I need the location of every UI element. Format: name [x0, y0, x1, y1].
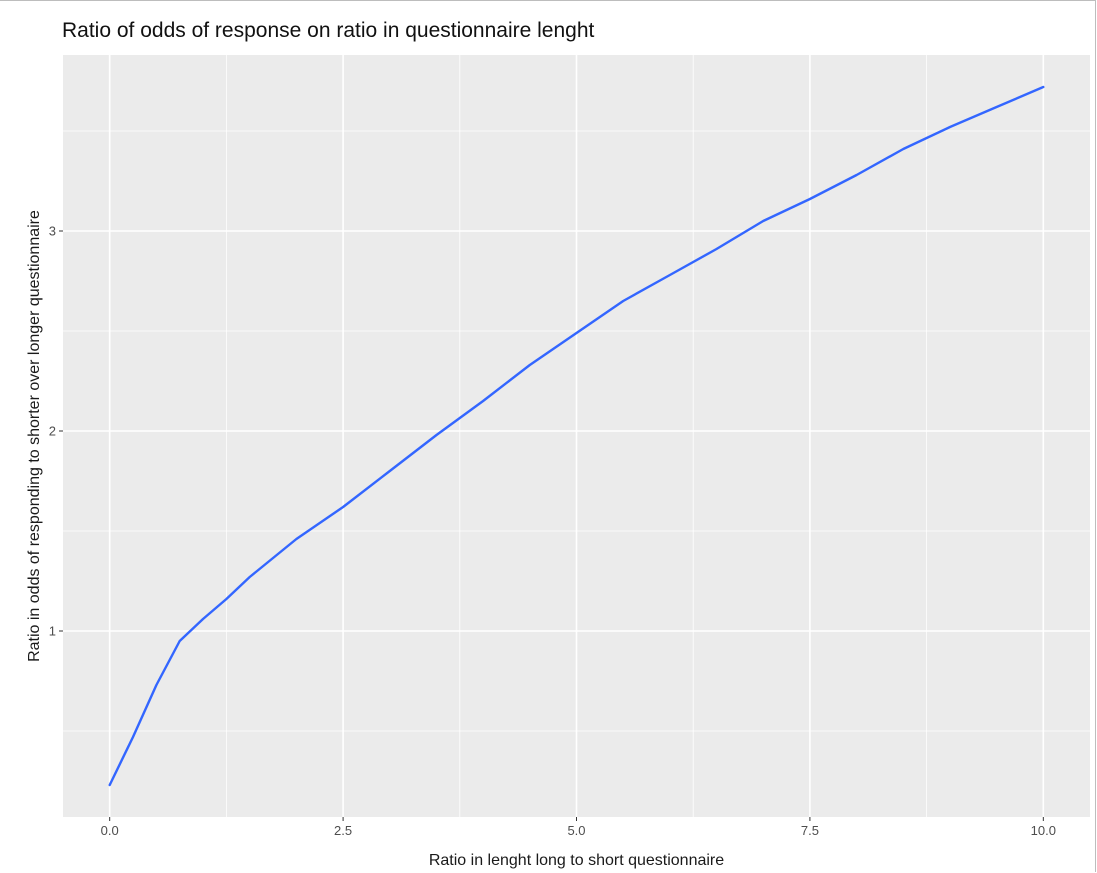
major-gridlines — [63, 55, 1090, 817]
y-tick-label: 1 — [49, 624, 56, 639]
x-axis-title: Ratio in lenght long to short questionna… — [429, 852, 724, 869]
chart-title: Ratio of odds of response on ratio in qu… — [62, 19, 595, 42]
series-layer — [108, 85, 1045, 787]
x-tick-label: 7.5 — [801, 823, 819, 838]
x-tick-label: 2.5 — [334, 823, 352, 838]
x-axis: 0.0 2.5 5.0 7.5 10.0 — [101, 817, 1056, 838]
y-tick-label: 3 — [49, 224, 56, 239]
x-tick-label: 10.0 — [1031, 823, 1056, 838]
y-axis: 1 2 3 — [49, 224, 63, 639]
x-tick-label: 5.0 — [567, 823, 585, 838]
series-line — [108, 85, 1045, 787]
y-tick-label: 2 — [49, 424, 56, 439]
y-axis-title: Ratio in odds of responding to shorter o… — [26, 210, 43, 662]
x-tick-label: 0.0 — [101, 823, 119, 838]
